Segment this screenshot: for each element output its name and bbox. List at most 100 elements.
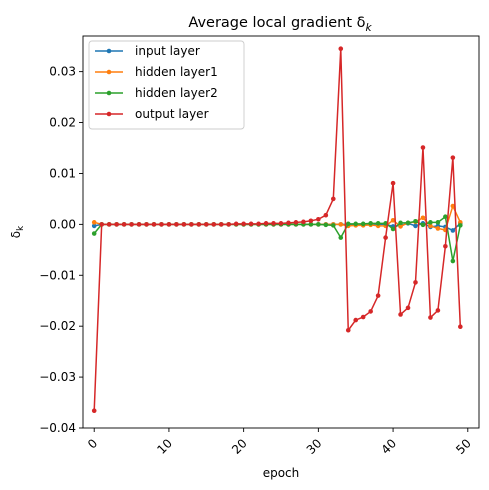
data-point	[286, 220, 291, 226]
data-point	[278, 221, 284, 226]
y-tick-label: −0.01	[39, 268, 76, 282]
data-point	[368, 309, 373, 314]
data-point	[196, 222, 202, 227]
legend-marker	[106, 48, 112, 54]
data-point	[218, 222, 224, 227]
data-point	[181, 222, 187, 227]
data-point	[203, 222, 209, 227]
data-point	[226, 222, 231, 227]
data-point	[458, 223, 463, 228]
y-tick-label: −0.02	[39, 319, 76, 333]
data-point	[129, 222, 134, 227]
data-point	[435, 308, 441, 313]
data-point	[360, 314, 366, 320]
data-point	[405, 220, 411, 226]
data-point	[323, 212, 329, 218]
data-point	[435, 226, 441, 231]
data-point	[91, 231, 97, 236]
data-point	[428, 223, 433, 229]
legend-label: input layer	[135, 44, 200, 58]
data-point	[91, 220, 97, 225]
data-point	[360, 221, 366, 227]
data-point	[383, 235, 388, 240]
data-point	[91, 223, 97, 229]
data-point	[159, 222, 164, 227]
data-point	[458, 324, 463, 329]
data-point	[323, 222, 329, 228]
data-point	[398, 224, 403, 229]
plot-frame	[82, 35, 480, 429]
data-point	[293, 220, 299, 225]
legend-box	[88, 40, 245, 130]
data-point	[151, 222, 157, 227]
legend-label: hidden layer1	[135, 65, 218, 79]
data-point	[331, 196, 336, 202]
data-point	[338, 235, 344, 240]
data-point	[271, 221, 276, 226]
legend-marker	[106, 90, 112, 96]
y-tick-label: 0.00	[49, 217, 76, 231]
data-point	[211, 222, 217, 227]
data-point	[420, 215, 426, 221]
data-point	[450, 228, 456, 233]
data-point	[106, 222, 112, 227]
data-point	[338, 46, 344, 52]
data-point	[308, 218, 314, 224]
legend-marker	[106, 69, 112, 75]
legend-marker	[106, 111, 112, 117]
y-tick-label: 0.02	[49, 116, 76, 130]
data-point	[136, 222, 142, 227]
data-point	[263, 221, 269, 226]
data-point	[316, 222, 321, 227]
data-point	[413, 223, 418, 229]
y-tick-label: −0.03	[39, 370, 76, 384]
legend-label: output layer	[135, 107, 209, 121]
data-point	[353, 317, 359, 323]
data-point	[420, 222, 426, 228]
legend: input layer hidden layer1 hidden layer2 out…	[88, 40, 245, 130]
data-point	[338, 222, 344, 227]
data-point	[114, 222, 119, 227]
data-point	[390, 180, 396, 186]
data-point	[316, 216, 321, 222]
data-point	[301, 219, 306, 225]
data-point	[398, 312, 403, 317]
data-point	[241, 221, 246, 227]
data-point	[233, 221, 239, 227]
data-point	[413, 219, 418, 224]
data-point	[368, 221, 373, 226]
data-point	[450, 258, 456, 264]
data-point	[166, 222, 172, 227]
data-point	[174, 222, 179, 227]
data-point	[375, 221, 381, 226]
data-point	[345, 327, 351, 333]
data-point	[450, 155, 456, 160]
data-point	[390, 217, 396, 223]
data-point	[450, 203, 456, 209]
chart-title: Average local gradient δk	[188, 15, 372, 34]
data-point	[144, 222, 149, 227]
data-point	[428, 220, 433, 225]
y-tick-label: 0.03	[49, 65, 76, 79]
data-point	[405, 305, 411, 311]
series-4	[91, 46, 463, 413]
data-point	[189, 222, 194, 227]
data-point	[443, 214, 448, 220]
y-axis-title: δk	[9, 225, 26, 238]
data-point	[413, 280, 418, 285]
data-point	[398, 220, 403, 226]
legend-label: hidden layer2	[135, 86, 218, 100]
y-tick-label: −0.04	[39, 421, 76, 435]
data-point	[420, 145, 426, 150]
data-point	[443, 243, 448, 249]
data-point	[345, 221, 351, 227]
data-point	[375, 293, 381, 298]
data-point	[121, 222, 127, 227]
data-point	[91, 408, 97, 413]
plot-area	[91, 46, 463, 413]
data-point	[353, 221, 359, 227]
data-point	[308, 222, 314, 227]
data-point	[331, 223, 336, 228]
